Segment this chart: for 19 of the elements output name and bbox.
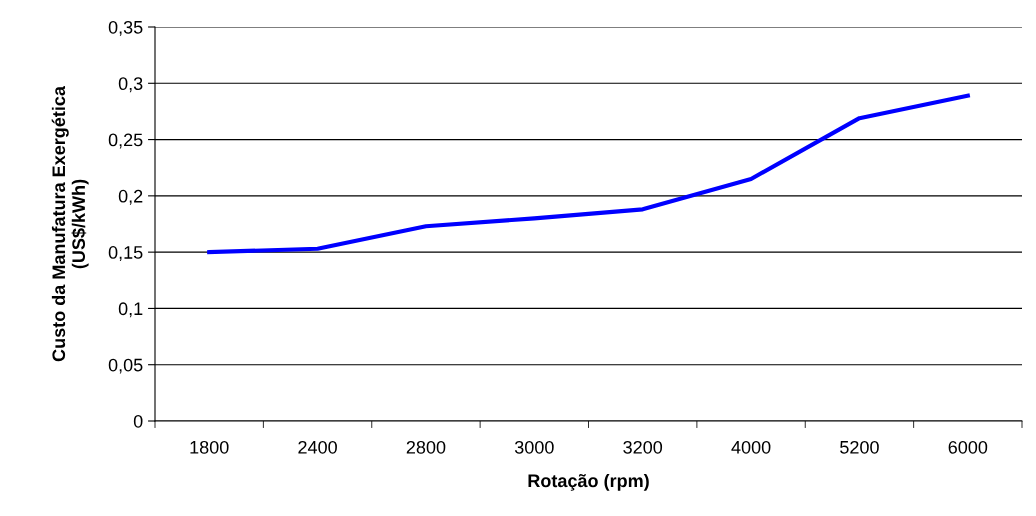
x-tick-label: 6000 bbox=[948, 440, 988, 454]
y-tick-label: 0,15 bbox=[108, 246, 143, 261]
y-tick-label: 0,1 bbox=[118, 302, 143, 318]
line-series bbox=[207, 93, 970, 255]
y-axis-title: Custo da Manufatura Exergética (US$/kWh) bbox=[51, 85, 89, 362]
x-tick-label: 3200 bbox=[623, 440, 663, 454]
x-tick-label: 5200 bbox=[840, 440, 879, 454]
x-tick-label: 3000 bbox=[514, 440, 554, 454]
x-tick-label: 2800 bbox=[406, 440, 446, 454]
y-tick-label: 0,2 bbox=[118, 189, 143, 205]
y-tick-label: 0,35 bbox=[108, 20, 143, 36]
x-tick-label: 4000 bbox=[731, 440, 771, 454]
y-tick-label: 0,3 bbox=[118, 77, 143, 93]
x-axis-title: Rotação (rpm) bbox=[528, 473, 649, 491]
y-tick-label: 0,05 bbox=[108, 358, 143, 374]
x-tick-label: 1800 bbox=[190, 440, 229, 454]
x-tick-label: 2400 bbox=[298, 440, 337, 454]
y-tick-label: 0,25 bbox=[108, 133, 143, 149]
y-tick-label: 0 bbox=[133, 414, 143, 428]
